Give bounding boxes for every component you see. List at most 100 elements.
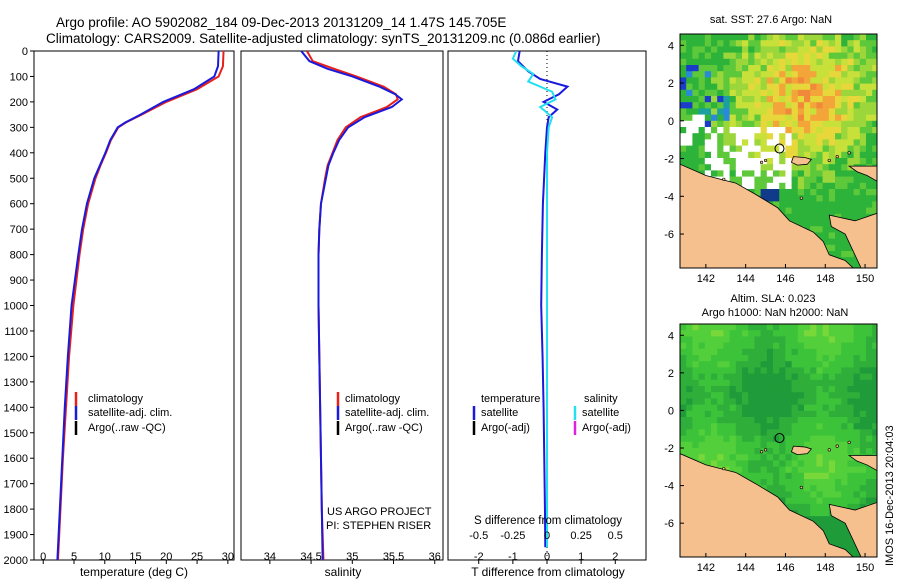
map-cell xyxy=(828,244,836,252)
map-cell xyxy=(729,145,737,153)
map-cell xyxy=(698,83,706,91)
map-cell xyxy=(841,207,848,215)
map-cell xyxy=(797,46,805,54)
map-cell xyxy=(841,133,848,140)
map-cell xyxy=(866,348,873,356)
map-cell xyxy=(680,114,687,122)
map-cell xyxy=(841,330,848,337)
map-cell xyxy=(717,429,724,437)
map-cell xyxy=(680,435,687,443)
map-cell xyxy=(810,52,817,60)
map-cell xyxy=(698,127,706,134)
map-cell xyxy=(742,460,749,468)
map-cell xyxy=(785,441,793,449)
manus-island xyxy=(790,156,813,166)
map-cell xyxy=(735,423,743,430)
map-cell xyxy=(841,479,848,486)
map-cell xyxy=(816,479,824,486)
map-cell xyxy=(797,114,805,122)
map-cell xyxy=(729,392,737,399)
map-cell xyxy=(791,410,799,418)
map-cell xyxy=(717,367,724,375)
map-cell xyxy=(704,52,712,60)
map-cell xyxy=(760,441,768,449)
map-cell xyxy=(742,176,749,184)
map-cell xyxy=(853,361,861,368)
map-cell xyxy=(847,201,855,209)
map-cell xyxy=(686,330,693,337)
map-cell xyxy=(785,96,793,103)
map-cell xyxy=(729,34,737,41)
map-cell xyxy=(748,417,755,424)
map-cell xyxy=(841,52,848,60)
map-cell xyxy=(760,65,768,72)
islet xyxy=(722,467,726,471)
legend-sal-argo-label: Argo(-adj) xyxy=(582,422,631,434)
map-cell xyxy=(797,441,805,449)
map-cell xyxy=(866,195,873,202)
map-cell xyxy=(723,139,731,147)
map-cell xyxy=(853,170,861,178)
map-cell xyxy=(748,34,755,41)
sla-map-subtitle: Argo h1000: NaN h2000: NaN xyxy=(702,307,849,319)
map-cell xyxy=(779,441,786,449)
map-cell xyxy=(760,466,768,474)
map-cell xyxy=(835,232,842,240)
longitude-tick-label: 144 xyxy=(736,273,754,285)
map-cell xyxy=(773,435,780,443)
map-cell xyxy=(791,52,799,60)
map-cell xyxy=(804,348,811,356)
map-cell xyxy=(742,102,749,109)
map-cell xyxy=(717,151,724,159)
map-cell xyxy=(748,441,755,449)
map-cell xyxy=(872,330,877,337)
salinity-tick-label: 36 xyxy=(429,551,441,563)
map-cell xyxy=(847,423,855,430)
map-cell xyxy=(748,139,755,147)
map-cell xyxy=(797,176,805,184)
map-cell xyxy=(822,367,830,375)
map-cell xyxy=(853,392,861,399)
map-cell xyxy=(698,448,706,455)
map-cell xyxy=(835,429,842,437)
map-cell xyxy=(797,102,805,109)
depth-tick-label: 1500 xyxy=(4,428,28,440)
latitude-tick-label: 2 xyxy=(668,78,674,90)
map-cell xyxy=(816,145,824,153)
map-cell xyxy=(760,102,768,109)
latitude-tick-label: -2 xyxy=(664,154,674,166)
map-cell xyxy=(680,330,687,337)
map-cell xyxy=(810,71,817,78)
map-cell xyxy=(828,133,836,140)
map-cell xyxy=(810,139,817,147)
map-cell xyxy=(822,429,830,437)
map-cell xyxy=(754,83,762,91)
map-cell xyxy=(779,201,786,209)
difference-panel: -2 -1 0 1 2 S difference from climatology -0… xyxy=(447,50,647,579)
map-cell xyxy=(816,71,824,78)
map-cell xyxy=(723,102,731,109)
map-cell xyxy=(773,448,780,455)
map-cell xyxy=(748,379,755,387)
map-cell xyxy=(835,355,842,362)
map-cell xyxy=(717,373,724,381)
map-cell xyxy=(847,324,855,331)
map-cell xyxy=(797,164,805,171)
map-cell xyxy=(735,435,743,443)
map-cell xyxy=(748,77,755,85)
map-cell xyxy=(791,417,799,424)
map-cell xyxy=(816,522,824,530)
map-cell xyxy=(816,207,824,215)
map-cell xyxy=(692,139,700,147)
map-cell xyxy=(748,423,755,430)
map-cell xyxy=(804,213,811,221)
map-cell xyxy=(704,46,712,54)
map-cell xyxy=(686,34,693,41)
map-cell xyxy=(797,213,805,221)
islet xyxy=(827,448,831,452)
map-cell xyxy=(816,472,824,480)
map-cell xyxy=(779,52,786,60)
map-cell xyxy=(785,330,793,337)
map-cell xyxy=(742,182,749,190)
s-difference-tick-label: 0 xyxy=(544,530,550,542)
